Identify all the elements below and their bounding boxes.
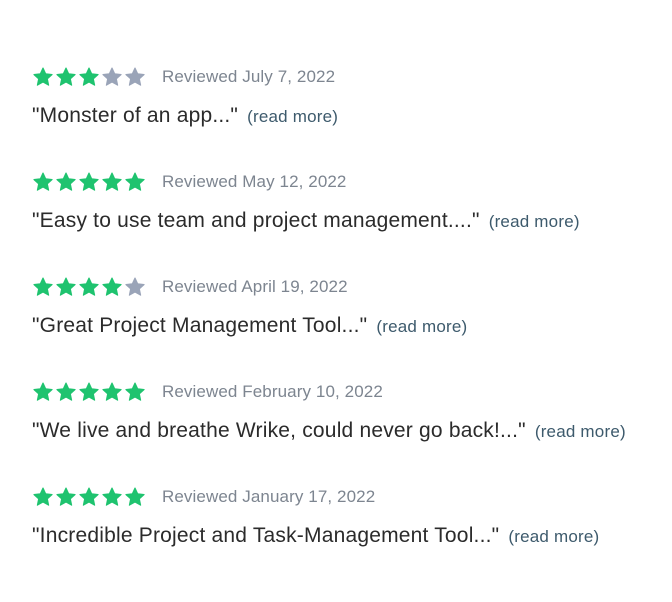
review-summary: "Easy to use team and project management… (32, 209, 662, 233)
review-summary: "Great Project Management Tool..." (read… (32, 314, 662, 338)
star-filled-icon (101, 171, 123, 193)
review-quote: "Incredible Project and Task-Management … (32, 524, 500, 547)
review-item: Reviewed May 12, 2022 "Easy to use team … (32, 170, 662, 275)
star-filled-icon (78, 276, 100, 298)
review-date: Reviewed May 12, 2022 (162, 172, 347, 191)
star-filled-icon (55, 66, 77, 88)
read-more-link[interactable]: (read more) (508, 527, 600, 546)
review-summary: "We live and breathe Wrike, could never … (32, 419, 662, 443)
star-filled-icon (78, 381, 100, 403)
review-item: Reviewed July 7, 2022 "Monster of an app… (32, 65, 662, 170)
star-filled-icon (101, 486, 123, 508)
review-date: Reviewed January 17, 2022 (162, 487, 376, 506)
star-filled-icon (55, 381, 77, 403)
review-meta: Reviewed February 10, 2022 (32, 380, 662, 404)
read-more-link[interactable]: (read more) (534, 422, 626, 441)
star-filled-icon (124, 486, 146, 508)
star-filled-icon (32, 381, 54, 403)
review-summary: "Monster of an app..." (read more) (32, 104, 662, 128)
review-meta: Reviewed July 7, 2022 (32, 65, 662, 89)
star-rating (32, 381, 146, 403)
review-date: Reviewed February 10, 2022 (162, 382, 383, 401)
star-rating (32, 276, 146, 298)
star-filled-icon (32, 66, 54, 88)
review-quote: "We live and breathe Wrike, could never … (32, 419, 526, 442)
star-filled-icon (78, 66, 100, 88)
star-filled-icon (32, 171, 54, 193)
review-item: Reviewed April 19, 2022 "Great Project M… (32, 275, 662, 380)
review-meta: Reviewed April 19, 2022 (32, 275, 662, 299)
read-more-link[interactable]: (read more) (488, 212, 580, 231)
star-filled-icon (101, 276, 123, 298)
review-summary: "Incredible Project and Task-Management … (32, 524, 662, 548)
reviews-list: Reviewed July 7, 2022 "Monster of an app… (32, 65, 662, 590)
star-empty-icon (101, 66, 123, 88)
star-empty-icon (124, 66, 146, 88)
star-empty-icon (124, 276, 146, 298)
star-filled-icon (55, 276, 77, 298)
review-meta: Reviewed May 12, 2022 (32, 170, 662, 194)
review-quote: "Monster of an app..." (32, 104, 239, 127)
review-quote: "Great Project Management Tool..." (32, 314, 368, 337)
review-meta: Reviewed January 17, 2022 (32, 485, 662, 509)
star-rating (32, 66, 146, 88)
read-more-link[interactable]: (read more) (247, 107, 339, 126)
review-date: Reviewed July 7, 2022 (162, 67, 336, 86)
star-filled-icon (32, 486, 54, 508)
star-filled-icon (32, 276, 54, 298)
read-more-link[interactable]: (read more) (376, 317, 468, 336)
review-quote: "Easy to use team and project management… (32, 209, 480, 232)
star-filled-icon (55, 171, 77, 193)
star-filled-icon (124, 381, 146, 403)
star-filled-icon (78, 486, 100, 508)
review-item: Reviewed February 10, 2022 "We live and … (32, 380, 662, 485)
star-rating (32, 486, 146, 508)
star-filled-icon (78, 171, 100, 193)
star-filled-icon (101, 381, 123, 403)
star-filled-icon (55, 486, 77, 508)
star-rating (32, 171, 146, 193)
star-filled-icon (124, 171, 146, 193)
review-item: Reviewed January 17, 2022 "Incredible Pr… (32, 485, 662, 590)
review-date: Reviewed April 19, 2022 (162, 277, 348, 296)
